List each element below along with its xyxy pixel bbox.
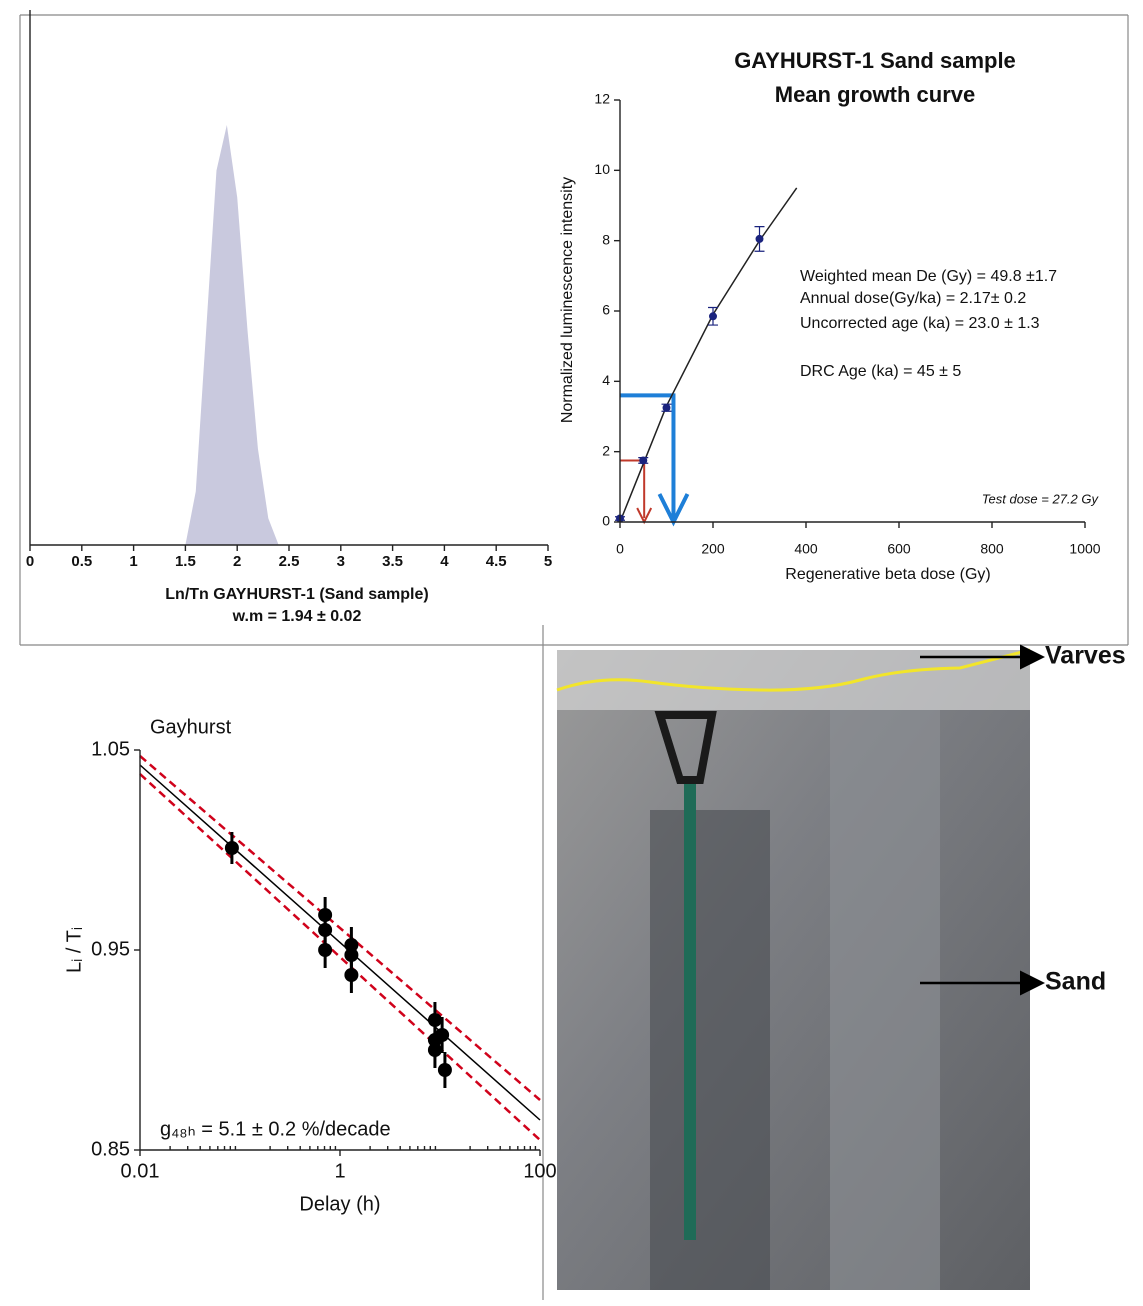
x-tick-label: 2.5	[279, 553, 300, 570]
y-tick-label: 6	[602, 302, 610, 318]
panel-frames	[19, 14, 1129, 1300]
x-tick-label: 1	[129, 553, 137, 570]
photo-label: Sand	[1045, 968, 1106, 996]
x-tick-label: 2	[233, 553, 241, 570]
y-tick-label: 0.85	[91, 1138, 130, 1160]
annotation: g₄₈ₕ = 5.1 ± 0.2 %/decade	[160, 1118, 391, 1140]
fit-line	[139, 764, 541, 1121]
annotation: Uncorrected age (ka) = 23.0 ± 1.3	[800, 315, 1040, 332]
chart-title: GAYHURST-1 Sand sample	[734, 48, 1016, 73]
fit-line	[139, 755, 541, 1101]
x-tick-label: 3	[337, 553, 345, 570]
annotation: DRC Age (ka) = 45 ± 5	[800, 363, 961, 380]
data-point	[224, 841, 239, 855]
x-axis-label: Delay (h)	[299, 1193, 380, 1215]
x-tick-label: 0.5	[71, 553, 92, 570]
fit-line	[619, 187, 798, 523]
y-tick-label: 12	[594, 91, 610, 107]
x-tick-label: 400	[794, 541, 818, 557]
fit-line	[139, 773, 541, 1141]
y-tick-label: 1.05	[91, 738, 130, 760]
data-point	[344, 968, 359, 982]
x-tick-label: 0	[616, 541, 624, 557]
y-tick-label: 4	[602, 372, 610, 388]
x-tick-label: 3.5	[382, 553, 403, 570]
varve-line	[556, 648, 1031, 692]
x-tick-label: 0	[26, 553, 34, 570]
photo-shadow	[650, 810, 770, 1290]
x-axis-label: Ln/Tn GAYHURST-1 (Sand sample)	[165, 586, 428, 603]
photo-sand-face	[830, 710, 940, 1290]
y-tick-label: 2	[602, 442, 610, 458]
photo: Varves Sand	[556, 642, 1126, 1290]
data-point	[709, 312, 717, 321]
x-tick-label: 4.5	[486, 553, 507, 570]
x-tick-label: 600	[887, 541, 911, 557]
x-tick-label: 0.01	[121, 1160, 160, 1182]
data-point	[662, 403, 671, 412]
chart-title: Gayhurst	[150, 716, 232, 738]
data-point	[344, 948, 359, 962]
data-point	[755, 234, 764, 243]
y-axis-label: Normalized luminescence intensity	[559, 177, 576, 423]
data-point	[427, 1013, 442, 1027]
x-tick-label: 200	[701, 541, 725, 557]
spade-shaft	[684, 780, 696, 1240]
spade-handle	[654, 711, 717, 784]
guide-line	[620, 393, 676, 518]
y-tick-label: 8	[602, 231, 610, 247]
x-axis-label: Regenerative beta dose (Gy)	[785, 566, 990, 583]
y-tick-label: 10	[594, 161, 610, 177]
data-point	[437, 1063, 452, 1077]
chart-subtitle: Mean growth curve	[775, 82, 975, 107]
data-point	[639, 456, 648, 465]
x-tick-label: 4	[440, 553, 449, 570]
x-tick-label: 1000	[1069, 541, 1100, 557]
data-point	[427, 1043, 442, 1057]
data-point	[435, 1028, 450, 1042]
data-point	[318, 923, 333, 937]
photo-background	[557, 650, 1030, 1290]
x-tick-label: 800	[980, 541, 1004, 557]
chart-subtitle: w.m = 1.94 ± 0.02	[232, 608, 362, 625]
photo-label: Varves	[1045, 642, 1126, 670]
density-area	[185, 125, 279, 546]
x-tick-label: 1	[334, 1160, 345, 1182]
data-point	[318, 943, 333, 957]
x-tick-label: 5	[544, 553, 552, 570]
y-tick-label: 0.95	[91, 938, 130, 960]
annotation: Test dose = 27.2 Gy	[982, 491, 1100, 506]
x-tick-label: 100	[523, 1160, 556, 1182]
annotation: Weighted mean De (Gy) = 49.8 ±1.7	[800, 268, 1057, 285]
y-tick-label: 0	[602, 513, 610, 529]
x-tick-label: 1.5	[175, 553, 196, 570]
annotation: Annual dose(Gy/ka) = 2.17± 0.2	[800, 290, 1026, 307]
y-axis-label: Lᵢ / Tᵢ	[63, 927, 85, 973]
